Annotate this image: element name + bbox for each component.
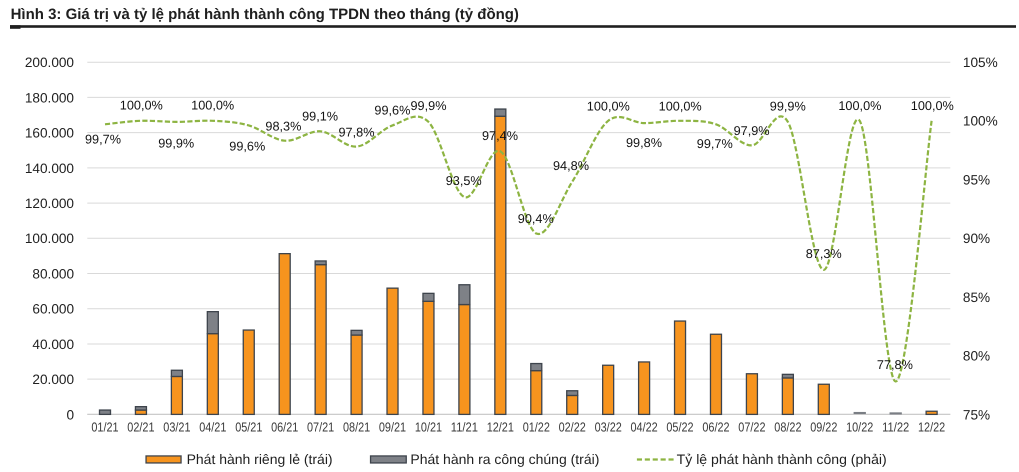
- svg-text:99,6%: 99,6%: [374, 104, 410, 118]
- svg-text:77,8%: 77,8%: [877, 358, 913, 372]
- svg-text:200.000: 200.000: [25, 55, 75, 70]
- svg-text:03/21: 03/21: [163, 420, 190, 435]
- svg-text:01/22: 01/22: [523, 420, 550, 435]
- svg-text:99,9%: 99,9%: [158, 136, 194, 150]
- svg-text:85%: 85%: [963, 290, 990, 305]
- svg-text:Hình 3: Giá trị và tỷ lệ phát: Hình 3: Giá trị và tỷ lệ phát hành thành…: [11, 6, 519, 23]
- svg-text:75%: 75%: [963, 407, 990, 422]
- svg-text:100.000: 100.000: [25, 231, 75, 246]
- svg-text:Phát hành riêng lẻ (trái): Phát hành riêng lẻ (trái): [187, 452, 333, 467]
- svg-text:02/22: 02/22: [559, 420, 586, 435]
- svg-text:100,0%: 100,0%: [838, 99, 881, 113]
- svg-text:12/22: 12/22: [918, 420, 945, 435]
- svg-text:100,0%: 100,0%: [659, 99, 702, 113]
- svg-text:100,0%: 100,0%: [587, 100, 630, 114]
- svg-text:90%: 90%: [963, 231, 990, 246]
- svg-text:Tỷ lệ phát hành thành công (ph: Tỷ lệ phát hành thành công (phải): [677, 452, 887, 467]
- svg-text:97,8%: 97,8%: [339, 126, 375, 140]
- svg-text:99,8%: 99,8%: [626, 136, 662, 150]
- svg-text:105%: 105%: [963, 55, 998, 70]
- svg-text:99,7%: 99,7%: [85, 132, 121, 146]
- svg-text:20.000: 20.000: [32, 372, 74, 387]
- svg-text:11/21: 11/21: [451, 420, 478, 435]
- svg-text:98,3%: 98,3%: [265, 120, 301, 134]
- svg-text:100%: 100%: [963, 114, 998, 129]
- svg-text:99,9%: 99,9%: [770, 99, 806, 113]
- svg-text:05/22: 05/22: [666, 420, 693, 435]
- svg-text:12/21: 12/21: [487, 420, 514, 435]
- svg-text:08/22: 08/22: [774, 420, 801, 435]
- svg-text:140.000: 140.000: [25, 161, 75, 176]
- svg-text:09/21: 09/21: [379, 420, 406, 435]
- svg-text:07/22: 07/22: [738, 420, 765, 435]
- svg-text:93,5%: 93,5%: [446, 174, 482, 188]
- svg-text:100,0%: 100,0%: [911, 99, 954, 113]
- svg-text:180.000: 180.000: [25, 90, 75, 105]
- svg-text:07/21: 07/21: [307, 420, 334, 435]
- svg-text:04/22: 04/22: [631, 420, 658, 435]
- svg-text:02/21: 02/21: [127, 420, 154, 435]
- svg-text:97,9%: 97,9%: [734, 124, 770, 138]
- svg-text:11/22: 11/22: [882, 420, 909, 435]
- svg-text:80%: 80%: [963, 349, 990, 364]
- svg-text:09/22: 09/22: [810, 420, 837, 435]
- svg-text:160.000: 160.000: [25, 126, 75, 141]
- svg-text:03/22: 03/22: [595, 420, 622, 435]
- svg-text:05/21: 05/21: [235, 420, 262, 435]
- svg-text:0: 0: [66, 407, 74, 422]
- svg-text:100,0%: 100,0%: [191, 99, 234, 113]
- svg-text:100,0%: 100,0%: [120, 99, 163, 113]
- svg-text:60.000: 60.000: [32, 302, 74, 317]
- svg-text:99,1%: 99,1%: [302, 110, 338, 124]
- svg-text:99,7%: 99,7%: [697, 137, 733, 151]
- svg-text:06/21: 06/21: [271, 420, 298, 435]
- svg-text:Phát hành ra công chúng (trái): Phát hành ra công chúng (trái): [410, 452, 599, 467]
- svg-text:99,6%: 99,6%: [229, 140, 265, 154]
- svg-text:01/21: 01/21: [91, 420, 118, 435]
- svg-text:06/22: 06/22: [702, 420, 729, 435]
- svg-text:95%: 95%: [963, 172, 990, 187]
- svg-text:80.000: 80.000: [32, 267, 74, 282]
- svg-text:40.000: 40.000: [32, 337, 74, 352]
- svg-text:10/21: 10/21: [415, 420, 442, 435]
- svg-text:120.000: 120.000: [25, 196, 75, 211]
- svg-text:10/22: 10/22: [846, 420, 873, 435]
- svg-text:99,9%: 99,9%: [411, 99, 447, 113]
- svg-text:97,4%: 97,4%: [482, 129, 518, 143]
- svg-text:94,8%: 94,8%: [553, 159, 589, 173]
- svg-text:04/21: 04/21: [199, 420, 226, 435]
- svg-text:08/21: 08/21: [343, 420, 370, 435]
- svg-text:90,4%: 90,4%: [518, 212, 554, 226]
- svg-text:87,3%: 87,3%: [806, 247, 842, 261]
